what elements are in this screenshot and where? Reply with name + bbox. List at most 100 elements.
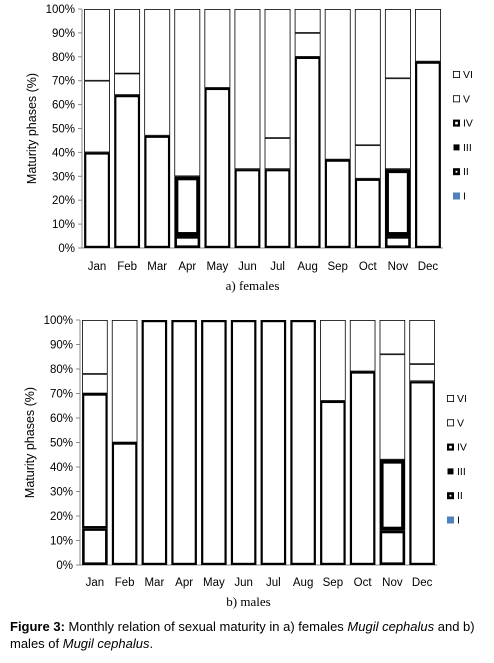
males-bar-apr-phase-iv [171, 320, 197, 566]
females-y-tick-label: 60% [52, 100, 75, 112]
males-y-axis-label: Maturity phases (%) [23, 387, 37, 498]
males-bar-oct-phase-vi [349, 319, 376, 372]
females-x-tick-label: Apr [178, 261, 196, 273]
males-maturity-chart: 0% 10% 20% 30% 40% 50% 60% 70% 80% 90% 100% Maturit… [23, 315, 467, 609]
caption-species-1: Mugil cephalus [347, 619, 435, 634]
males-bar-nov-phase-iii [379, 459, 406, 531]
females-bar-feb-phase-v [114, 73, 141, 96]
males-legend-swatch-i [446, 516, 454, 524]
females-y-tick-label: 0% [58, 243, 75, 255]
caption-species-2: Mugil cephalus [62, 636, 150, 651]
females-legend-swatch-iii [453, 144, 460, 151]
females-bar-oct-phase-vi [354, 8, 381, 146]
males-legend-swatch-iv [447, 443, 455, 451]
females-x-tick-label: Sep [327, 261, 347, 273]
females-y-tick-label: 30% [52, 171, 75, 183]
males-bar-dec-phase-v [409, 364, 435, 382]
females-x-tick-label: Mar [147, 261, 167, 273]
males-bar-jan-phase-vi [82, 319, 108, 374]
females-bar-jun-phase-iv [234, 169, 261, 248]
males-legend-swatch-ii [446, 492, 454, 500]
females-bar-jan-phase-vi [84, 8, 110, 81]
females-bar-oct-phase-iv [354, 178, 381, 248]
females-y-tick-label: 50% [52, 124, 75, 136]
males-x-tick-label: May [203, 577, 225, 589]
caption-label: Figure 3: [10, 619, 65, 634]
males-x-tick-label: Apr [175, 577, 193, 589]
females-bar-feb-phase-iv [114, 95, 141, 248]
females-bar-feb-phase-vi [114, 8, 141, 74]
males-legend-swatch-v [446, 419, 454, 427]
females-bar-dec-phase-vi [415, 8, 441, 62]
females-y-tick-label: 20% [52, 195, 75, 207]
females-y-tick-label: 90% [52, 28, 75, 40]
males-bar-sep-phase-vi [320, 319, 346, 401]
females-legend-label-ii: II [463, 166, 469, 178]
males-bar-jul-phase-iv [260, 320, 287, 566]
males-bar-jan-phase-iv [82, 393, 108, 529]
females-bar-mar-phase-vi [144, 8, 171, 136]
males-bar-sep-phase-iv [320, 400, 346, 565]
females-bar-aug-phase-vi [294, 8, 321, 33]
females-bar-may-phase-iv [204, 87, 231, 248]
females-bar-jun-phase-vi [234, 8, 261, 170]
males-legend-label-ii: II [457, 490, 463, 502]
females-bar-nov-phase-vi [384, 8, 411, 79]
males-bar-feb-phase-vi [111, 319, 138, 443]
males-bar-aug-phase-iv [290, 320, 316, 566]
males-legend-label-iii: III [457, 466, 466, 478]
females-x-tick-label: Jun [238, 261, 257, 273]
females-legend-swatch-i [452, 192, 460, 200]
males-y-tick-label: 20% [50, 511, 73, 523]
females-bar-nov-phase-v [384, 78, 411, 170]
males-subtitle: b) males [226, 594, 270, 609]
females-x-tick-label: Jul [270, 261, 285, 273]
caption-text-1: Monthly relation of sexual maturity in a… [64, 619, 348, 634]
females-bar-mar-phase-iv [144, 135, 171, 249]
females-bar-apr-phase-ii [174, 236, 201, 249]
females-bar-nov-phase-ii [384, 236, 411, 249]
males-legend-label-v: V [457, 417, 464, 429]
males-bar-nov-phase-ii [379, 530, 406, 566]
females-maturity-chart: 0% 10% 20% 30% 40% 50% 60% 70% 80% 90% 100% Maturit… [25, 4, 473, 293]
males-legend-label-vi: VI [457, 393, 467, 405]
males-x-tick-label: Aug [293, 577, 313, 589]
males-legend-swatch-iii [447, 468, 454, 475]
females-y-tick-label: 80% [52, 52, 75, 64]
females-y-tick-label: 100% [46, 4, 75, 16]
males-bar-mar-phase-iv [141, 320, 168, 566]
females-legend-swatch-iv [453, 119, 461, 127]
females-bar-sep-phase-iv [324, 159, 351, 249]
males-y-tick-label: 10% [50, 536, 73, 548]
males-y-tick-label: 60% [50, 413, 73, 425]
males-legend-label-i: I [457, 515, 460, 527]
males-x-tick-label: Feb [115, 577, 135, 589]
males-x-tick-label: Sep [323, 577, 343, 589]
females-legend-label-i: I [463, 191, 466, 203]
females-bar-jul-phase-vi [264, 8, 291, 139]
males-x-tick-label: Jun [234, 577, 253, 589]
females-x-tick-label: Nov [388, 261, 409, 273]
males-legend-swatch-vi [446, 395, 454, 403]
females-x-tick-label: Feb [117, 261, 137, 273]
females-legend-label-iv: IV [463, 118, 473, 130]
males-x-tick-label: Jul [266, 577, 281, 589]
males-bar-jan-phase-ii [82, 528, 108, 566]
females-bar-apr-phase-iii [174, 176, 201, 237]
females-legend-label-iii: III [463, 142, 472, 154]
males-y-tick-label: 90% [50, 340, 73, 352]
females-x-tick-label: Dec [418, 261, 439, 273]
females-y-tick-label: 10% [52, 219, 75, 231]
males-y-tick-label: 40% [50, 462, 73, 474]
females-legend-swatch-v [452, 95, 460, 103]
males-bar-oct-phase-iv [349, 371, 376, 566]
females-legend-swatch-vi [452, 71, 460, 79]
females-bar-oct-phase-v [354, 145, 381, 179]
males-bar-dec-phase-vi [409, 319, 435, 365]
females-bar-dec-phase-iv [415, 61, 441, 249]
caption-end: . [149, 636, 154, 651]
females-bar-nov-phase-iii [384, 169, 411, 237]
females-x-tick-label: Jan [88, 261, 107, 273]
males-bar-jan-phase-v [82, 373, 108, 394]
females-bar-jan-phase-iv [84, 152, 110, 249]
